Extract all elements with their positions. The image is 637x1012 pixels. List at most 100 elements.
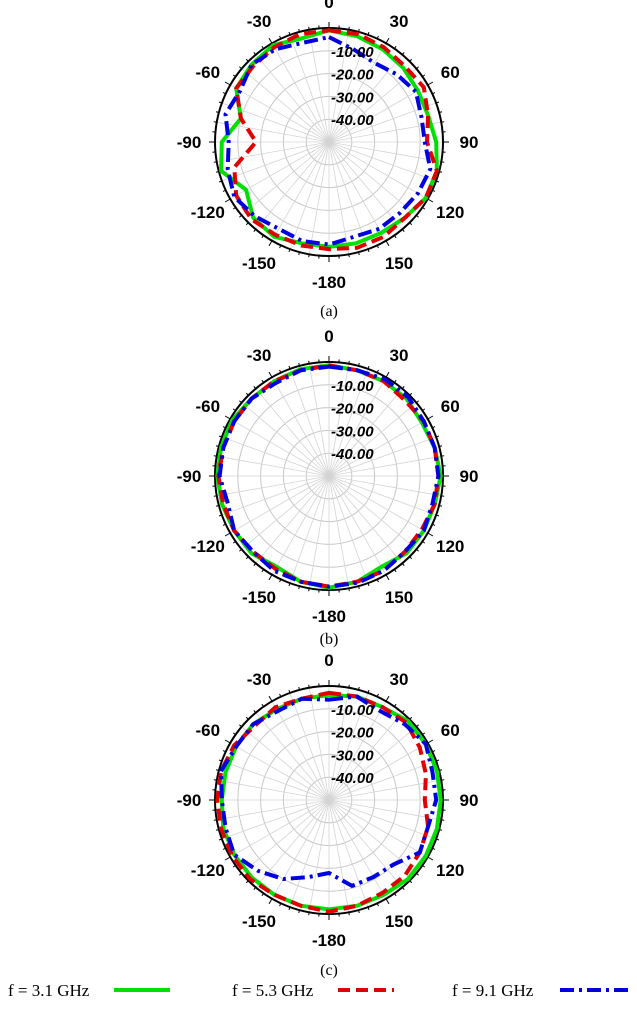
- ring-tick: [222, 189, 226, 192]
- grid-spoke: [328, 141, 442, 163]
- ring-tick: [298, 362, 300, 367]
- grid-spoke: [328, 475, 437, 516]
- angle-label: -120: [191, 861, 225, 880]
- ring-tick: [435, 514, 440, 517]
- ring-tick: [427, 532, 434, 537]
- grid-spoke: [328, 475, 369, 584]
- ring-tick: [416, 548, 419, 552]
- ring-tick: [261, 893, 265, 897]
- ring-tick: [393, 569, 397, 573]
- grid-spoke: [328, 363, 350, 477]
- angle-label: 120: [436, 203, 464, 222]
- ring-tick: [348, 360, 350, 364]
- ring-tick: [232, 540, 236, 544]
- ring-tick: [298, 909, 300, 914]
- ring-tick: [232, 864, 236, 868]
- ring-tick: [308, 588, 310, 592]
- grid-spoke: [328, 799, 369, 908]
- ring-tick: [393, 45, 397, 49]
- ring-tick: [348, 912, 350, 916]
- radial-label: -20.00: [331, 725, 374, 742]
- grid-spoke: [328, 799, 403, 888]
- grid-spoke: [271, 43, 330, 143]
- ring-tick: [438, 769, 443, 771]
- ring-tick: [348, 684, 350, 688]
- grid-spoke: [328, 701, 387, 801]
- ring-tick: [376, 903, 379, 907]
- ring-tick: [376, 579, 379, 583]
- ring-tick: [218, 838, 223, 841]
- ring-tick: [268, 37, 273, 44]
- angle-label: -90: [177, 791, 202, 810]
- ring-tick: [427, 739, 434, 744]
- angle-label: -60: [196, 397, 221, 416]
- ring-tick: [288, 365, 291, 370]
- ring-tick: [268, 371, 273, 378]
- grid-spoke: [328, 692, 369, 801]
- ring-tick: [222, 426, 226, 429]
- ring-tick: [438, 829, 443, 831]
- angle-label: -150: [242, 588, 276, 607]
- ring-tick: [213, 455, 217, 457]
- angle-label: -180: [312, 931, 346, 950]
- grid-spoke: [271, 799, 330, 899]
- grid-spoke: [328, 368, 369, 477]
- radial-label: -40.00: [331, 112, 374, 129]
- ring-tick: [409, 392, 413, 396]
- ring-tick: [215, 829, 220, 831]
- grid-spoke: [216, 799, 330, 821]
- ring-tick: [358, 585, 360, 590]
- polar-chart-c: -10.00 -20.00 -30.00 -40.00 0 30 60 90 120 150 -18…: [177, 651, 479, 979]
- ring-tick: [245, 880, 249, 884]
- ring-tick: [308, 684, 310, 688]
- grid-spoke: [308, 363, 330, 477]
- ring-tick: [432, 847, 436, 850]
- ring-tick: [401, 887, 405, 890]
- polar-chart-a: -10.00 -20.00 -30.00 -40.00 0 30 60 90 120 150 -18…: [177, 0, 479, 320]
- angle-label: 150: [385, 254, 413, 273]
- grid-spoke: [255, 712, 330, 801]
- angle-label: -180: [312, 273, 346, 292]
- ring-tick: [367, 689, 370, 694]
- ring-tick: [435, 838, 440, 841]
- ring-tick: [441, 779, 445, 781]
- ring-tick: [261, 235, 265, 239]
- ring-tick: [348, 26, 350, 30]
- grid-spoke: [328, 29, 350, 143]
- grid-spoke: [271, 377, 330, 477]
- grid-spoke: [328, 475, 350, 589]
- ring-tick: [218, 759, 223, 762]
- angle-label: 60: [441, 397, 460, 416]
- ring-tick: [253, 229, 257, 232]
- grid-spoke: [216, 141, 330, 163]
- grid-spoke: [289, 692, 330, 801]
- ring-tick: [261, 569, 265, 573]
- angle-label: 120: [436, 861, 464, 880]
- ring-tick: [222, 750, 226, 753]
- ring-tick: [288, 248, 291, 253]
- ring-tick: [298, 585, 300, 590]
- angle-label: 150: [385, 912, 413, 931]
- grid-spoke: [230, 742, 330, 801]
- ring-tick: [409, 58, 413, 62]
- grid-spoke: [328, 141, 428, 200]
- grid-spoke: [328, 436, 437, 477]
- ring-tick: [393, 703, 397, 707]
- ring-tick: [401, 563, 405, 566]
- chart-caption: (a): [320, 303, 338, 320]
- grid-spoke: [328, 475, 417, 550]
- grid-spoke: [328, 84, 428, 143]
- ring-tick: [416, 400, 419, 404]
- ring-tick: [441, 495, 445, 497]
- angle-label: 0: [324, 327, 333, 346]
- ring-tick: [441, 121, 445, 123]
- chart-caption: (b): [320, 631, 339, 648]
- ring-tick: [239, 548, 242, 552]
- series-line-2: [215, 690, 431, 914]
- ring-tick: [385, 695, 390, 702]
- grid-spoke: [241, 726, 330, 801]
- ring-tick: [435, 435, 440, 438]
- ring-tick: [213, 121, 217, 123]
- ring-tick: [224, 415, 231, 420]
- ring-tick: [288, 31, 291, 36]
